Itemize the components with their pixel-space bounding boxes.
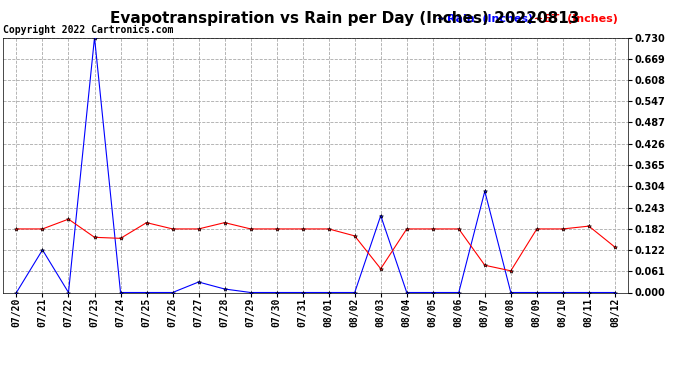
Legend: Rain  (Inches), ET  (Inches): Rain (Inches), ET (Inches) bbox=[433, 10, 622, 29]
Text: Copyright 2022 Cartronics.com: Copyright 2022 Cartronics.com bbox=[3, 25, 174, 35]
Text: Evapotranspiration vs Rain per Day (Inches) 20220813: Evapotranspiration vs Rain per Day (Inch… bbox=[110, 11, 580, 26]
